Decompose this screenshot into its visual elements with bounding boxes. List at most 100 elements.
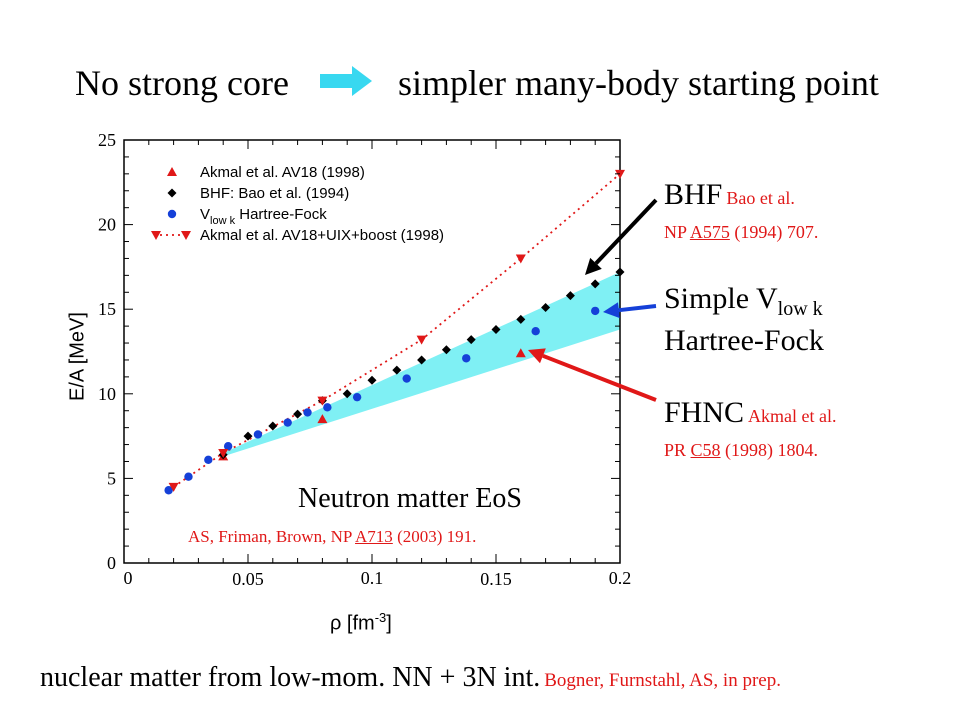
point-series-1 bbox=[615, 267, 625, 277]
bhf-authors: Bao et al. bbox=[726, 188, 795, 208]
eos-ref-volume: A713 bbox=[355, 527, 393, 546]
fhnc-rest: (1998) 1804. bbox=[725, 440, 819, 460]
point-series-1 bbox=[541, 303, 551, 313]
fhnc-arrow-shaft bbox=[542, 353, 657, 402]
fhnc-title: FHNC bbox=[664, 396, 745, 429]
legend-marker bbox=[167, 188, 177, 198]
legend-marker bbox=[181, 231, 191, 240]
eos-title: Neutron matter EoS bbox=[298, 483, 522, 514]
eos-ref-pre: AS, Friman, Brown, NP bbox=[188, 527, 352, 546]
fhnc-arrow-head bbox=[528, 348, 546, 364]
point-series-1 bbox=[243, 431, 253, 441]
point-series-2 bbox=[462, 354, 471, 363]
point-series-2 bbox=[402, 374, 411, 383]
legend-label: Akmal et al. AV18+UIX+boost (1998) bbox=[200, 227, 444, 244]
bhf-journal: NP bbox=[664, 222, 687, 242]
y-axis-label: E/A [MeV] bbox=[66, 312, 89, 401]
y-tick-label: 10 bbox=[98, 384, 116, 404]
point-series-2 bbox=[164, 486, 173, 495]
footer-reference: Bogner, Furnstahl, AS, in prep. bbox=[544, 670, 781, 691]
x-tick-label-lower: 0.15 bbox=[480, 569, 512, 589]
legend-marker bbox=[167, 167, 177, 176]
point-series-1 bbox=[342, 389, 352, 399]
bhf-annotation: BHF Bao et al. bbox=[664, 178, 795, 212]
bhf-arrow-head bbox=[585, 257, 602, 275]
legend-marker bbox=[167, 209, 177, 219]
legend-marker bbox=[151, 231, 161, 240]
legend-label: Akmal et al. AV18 (1998) bbox=[200, 164, 365, 181]
fhnc-reference: PR C58 (1998) 1804. bbox=[664, 440, 818, 461]
vlowk-line2: Hartree-Fock bbox=[664, 324, 824, 357]
point-series-3 bbox=[218, 449, 229, 459]
heading-left: No strong core bbox=[75, 63, 289, 103]
y-tick-label: 0 bbox=[107, 553, 116, 573]
x-axis-label-main: ρ [fm bbox=[330, 612, 375, 635]
fhnc-annotation: FHNC Akmal et al. bbox=[664, 396, 837, 430]
x-tick-label-lower: 0.05 bbox=[232, 569, 264, 589]
point-series-1 bbox=[293, 409, 303, 419]
x-tick-label-upper: 0.2 bbox=[609, 568, 632, 588]
data-markers bbox=[164, 169, 625, 495]
legend-label: Vlow k Hartree-Fock bbox=[200, 206, 327, 227]
heading-right: simpler many-body starting point bbox=[398, 63, 879, 103]
point-series-1 bbox=[590, 279, 600, 289]
point-series-1 bbox=[565, 291, 575, 301]
vlowk-line1: Simple Vlow k bbox=[664, 282, 823, 321]
point-series-2 bbox=[204, 455, 213, 464]
point-series-2 bbox=[591, 306, 600, 316]
vlowk-sub: low k bbox=[777, 298, 823, 320]
vlowk-arrow bbox=[603, 302, 657, 319]
point-series-0 bbox=[317, 414, 328, 424]
right-arrow-icon bbox=[320, 66, 372, 96]
point-series-2 bbox=[303, 408, 312, 417]
point-series-2 bbox=[352, 392, 362, 402]
axis-ticks: 0 5 10 15 20 25 0 0.1 0.2 0.05 0.15 bbox=[98, 130, 631, 589]
y-tick-label: 5 bbox=[107, 468, 116, 488]
point-series-1 bbox=[392, 365, 402, 375]
vlowk-arrow-shaft bbox=[618, 304, 657, 313]
bhf-title: BHF bbox=[664, 178, 723, 211]
legend-label: BHF: Bao et al. (1994) bbox=[200, 185, 349, 202]
bhf-rest: (1994) 707. bbox=[734, 222, 819, 242]
point-series-1 bbox=[367, 375, 377, 385]
series-line-3 bbox=[173, 173, 621, 488]
bhf-arrow bbox=[585, 198, 658, 275]
fhnc-authors: Akmal et al. bbox=[748, 406, 837, 426]
y-tick-label: 15 bbox=[98, 299, 116, 319]
point-series-2 bbox=[223, 442, 233, 451]
point-series-3 bbox=[416, 335, 427, 345]
point-series-1 bbox=[268, 421, 278, 431]
footer-main: nuclear matter from low-mom. NN + 3N int… bbox=[40, 662, 541, 693]
point-series-2 bbox=[253, 430, 263, 439]
y-tick-label: 20 bbox=[98, 215, 116, 235]
point-series-0 bbox=[515, 348, 526, 358]
x-axis-label-end: ] bbox=[386, 612, 392, 635]
fhnc-arrow bbox=[528, 348, 657, 402]
point-series-3 bbox=[515, 254, 526, 264]
point-series-1 bbox=[441, 345, 451, 355]
x-tick-label-upper: 0 bbox=[124, 568, 133, 588]
point-series-2 bbox=[184, 472, 193, 481]
bhf-volume: A575 bbox=[689, 222, 730, 242]
akmal-boost-dotted-line bbox=[173, 173, 621, 488]
legend: Akmal et al. AV18 (1998) BHF: Bao et al. … bbox=[151, 164, 444, 244]
point-series-1 bbox=[466, 335, 476, 345]
y-tick-label: 25 bbox=[98, 130, 116, 150]
bhf-arrow-shaft bbox=[594, 198, 658, 265]
eos-ref-rest: (2003) 191. bbox=[397, 527, 477, 546]
point-series-2 bbox=[531, 326, 540, 336]
point-series-3 bbox=[317, 396, 328, 406]
annotation-arrows bbox=[528, 198, 658, 402]
point-series-3 bbox=[168, 482, 179, 492]
point-series-2 bbox=[323, 403, 332, 412]
vlowk-arrow-head bbox=[603, 302, 620, 319]
eos-reference: AS, Friman, Brown, NP A713 (2003) 191. bbox=[188, 527, 476, 547]
bhf-reference: NP A575 (1994) 707. bbox=[664, 222, 818, 243]
x-tick-label-upper: 0.1 bbox=[361, 568, 384, 588]
point-series-2 bbox=[283, 418, 292, 427]
x-axis-label: ρ [fm-3] bbox=[330, 610, 392, 636]
x-axis-label-sup: -3 bbox=[374, 610, 387, 625]
fhnc-volume: C58 bbox=[690, 440, 721, 460]
point-series-1 bbox=[491, 325, 501, 335]
